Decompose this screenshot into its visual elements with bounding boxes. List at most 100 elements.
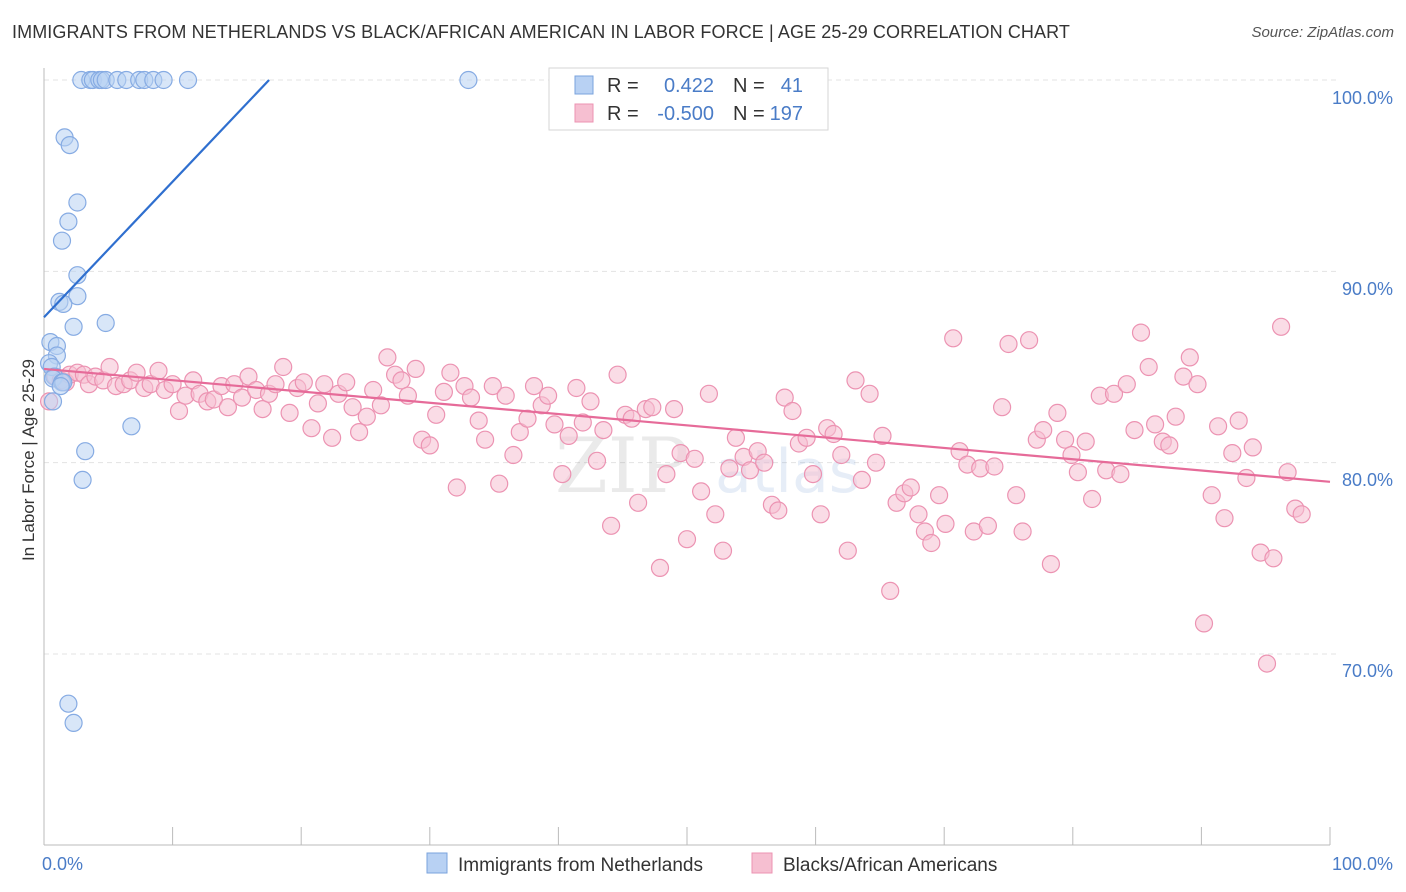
pink-point-169 <box>1208 417 1228 436</box>
chart-title: IMMIGRANTS FROM NETHERLANDS VS BLACK/AFR… <box>12 22 1070 42</box>
pink-point-122 <box>881 581 900 601</box>
pink-point-146 <box>1048 403 1067 422</box>
bottom-legend-swatch-blue <box>426 852 448 874</box>
pink-point-44 <box>337 373 356 392</box>
pink-point-159 <box>1139 357 1158 377</box>
legend-swatch-pink <box>574 103 594 123</box>
pink-point-89 <box>650 558 670 578</box>
trend-line-blacks-african-americans <box>43 367 1331 483</box>
y-tick-label-100: 100.0% <box>1332 88 1393 108</box>
pink-point-136 <box>978 516 998 535</box>
blue-point-11 <box>154 70 173 90</box>
pink-point-116 <box>838 541 857 560</box>
pink-point-82 <box>601 516 621 535</box>
blue-point-17 <box>59 212 78 231</box>
pink-point-45 <box>343 398 362 417</box>
series-blacks-african-americans <box>39 317 1311 673</box>
pink-point-71 <box>524 377 544 396</box>
pink-point-132 <box>950 442 969 461</box>
pink-point-95 <box>691 482 711 501</box>
pink-point-118 <box>852 470 872 489</box>
pink-point-140 <box>1007 486 1026 505</box>
pink-point-99 <box>720 459 739 478</box>
blue-point-35 <box>43 392 63 411</box>
pink-point-91 <box>664 400 684 419</box>
blue-point-37 <box>76 442 95 461</box>
pink-point-30 <box>239 367 258 386</box>
pink-point-111 <box>803 465 823 484</box>
pink-point-38 <box>294 373 313 392</box>
pink-point-170 <box>1215 509 1234 528</box>
y-tick-label-90: 90.0% <box>1342 279 1393 299</box>
y-axis-title: In Labor Force | Age 25-29 <box>19 359 38 561</box>
source-label: Source: ZipAtlas.com <box>1251 24 1394 41</box>
pink-point-181 <box>1292 505 1311 524</box>
pink-point-104 <box>755 453 774 472</box>
legend-r-value-blue: 0.422 <box>664 75 714 97</box>
pink-point-126 <box>909 505 928 524</box>
pink-point-36 <box>280 403 299 422</box>
pink-point-81 <box>594 421 613 440</box>
pink-point-48 <box>364 380 383 400</box>
pink-point-50 <box>378 348 397 367</box>
legend-r-label-pink: R = <box>607 103 639 125</box>
legend-r-label-blue: R = <box>607 75 639 97</box>
pink-point-93 <box>677 530 697 549</box>
pink-point-138 <box>992 398 1012 417</box>
pink-point-171 <box>1223 444 1242 463</box>
pink-point-49 <box>371 396 390 415</box>
pink-point-102 <box>740 461 760 480</box>
pink-point-142 <box>1019 331 1039 350</box>
pink-point-165 <box>1180 348 1199 367</box>
pink-point-179 <box>1278 463 1297 482</box>
pink-point-10 <box>100 357 119 377</box>
pink-point-77 <box>567 378 586 398</box>
pink-point-78 <box>573 413 592 432</box>
trend-lines <box>43 79 1331 483</box>
pink-point-119 <box>860 384 879 403</box>
pink-point-115 <box>832 445 851 465</box>
pink-point-59 <box>441 363 460 382</box>
pink-point-70 <box>518 409 537 428</box>
series-immigrants-from-netherlands <box>39 70 478 733</box>
pink-point-130 <box>936 514 955 534</box>
pink-point-147 <box>1055 430 1075 449</box>
pink-point-120 <box>866 453 886 472</box>
pink-point-64 <box>476 430 495 449</box>
pink-point-17 <box>149 361 168 380</box>
pink-point-56 <box>420 436 439 455</box>
pink-point-54 <box>406 359 425 378</box>
pink-point-155 <box>1111 465 1130 484</box>
pink-point-162 <box>1160 436 1179 455</box>
pink-point-94 <box>685 449 704 468</box>
pink-point-137 <box>985 457 1004 476</box>
legend-n-label-pink: N = <box>733 103 765 125</box>
pink-point-83 <box>608 365 627 384</box>
blue-point-40 <box>64 713 83 733</box>
blue-point-20 <box>68 287 87 306</box>
pink-point-166 <box>1188 375 1207 394</box>
pink-point-114 <box>824 424 843 444</box>
pink-point-129 <box>929 486 949 505</box>
pink-point-90 <box>657 465 676 484</box>
pink-point-160 <box>1145 415 1165 434</box>
pink-point-167 <box>1194 614 1214 633</box>
y-tick-label-80: 80.0% <box>1342 470 1393 490</box>
pink-point-76 <box>559 426 578 445</box>
pink-point-40 <box>308 394 327 413</box>
bottom-legend-label-pink: Blacks/African Americans <box>783 855 997 876</box>
pink-point-29 <box>232 388 252 407</box>
pink-point-73 <box>538 386 558 405</box>
legend-n-value-pink: 197 <box>770 103 803 125</box>
pink-point-145 <box>1041 554 1061 574</box>
pink-point-131 <box>944 329 963 348</box>
pink-point-174 <box>1243 438 1262 457</box>
pink-point-112 <box>811 505 830 524</box>
pink-point-100 <box>726 428 746 447</box>
pink-point-25 <box>204 390 223 409</box>
pink-point-47 <box>357 407 376 426</box>
pink-point-178 <box>1271 317 1291 336</box>
blue-point-39 <box>59 694 78 713</box>
pink-point-149 <box>1068 463 1088 482</box>
